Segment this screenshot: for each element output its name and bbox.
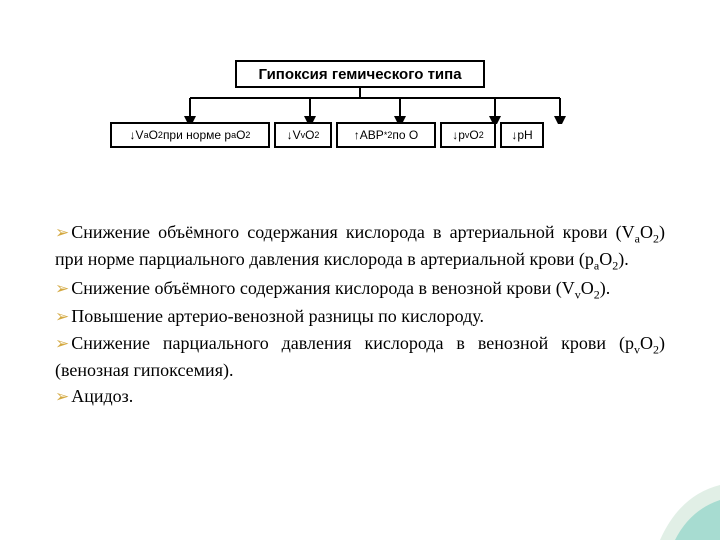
root-label: Гипоксия гемического типа [258,66,461,83]
leaf-node-3: ↓pvO2 [440,122,496,148]
leaf-node-2: ↑АВР*2по O [336,122,436,148]
text-content: ➢Снижение объёмного содержания кислорода… [55,220,665,411]
leaf-node-4: ↓pH [500,122,544,148]
leaf-row: ↓VaO2 при норме paO2↓VvO2↑АВР*2по O↓pvO2… [110,122,610,148]
bullet-item-0: ➢Снижение объёмного содержания кислорода… [55,220,665,274]
root-node: Гипоксия гемического типа [235,60,485,88]
bullet-item-4: ➢Ацидоз. [55,384,665,409]
bullet-marker: ➢ [55,279,69,298]
leaf-node-0: ↓VaO2 при норме paO2 [110,122,270,148]
bullet-marker: ➢ [55,387,69,406]
bullet-item-1: ➢Снижение объёмного содержания кислорода… [55,276,665,303]
bullet-marker: ➢ [55,223,69,242]
bullet-marker: ➢ [55,307,69,326]
bullet-marker: ➢ [55,334,69,353]
bullet-item-2: ➢Повышение артерио-венозной разницы по к… [55,304,665,329]
connector-lines [110,88,610,124]
bullet-item-3: ➢Снижение парциального давления кислород… [55,331,665,382]
leaf-node-1: ↓VvO2 [274,122,332,148]
corner-decoration [630,465,720,540]
